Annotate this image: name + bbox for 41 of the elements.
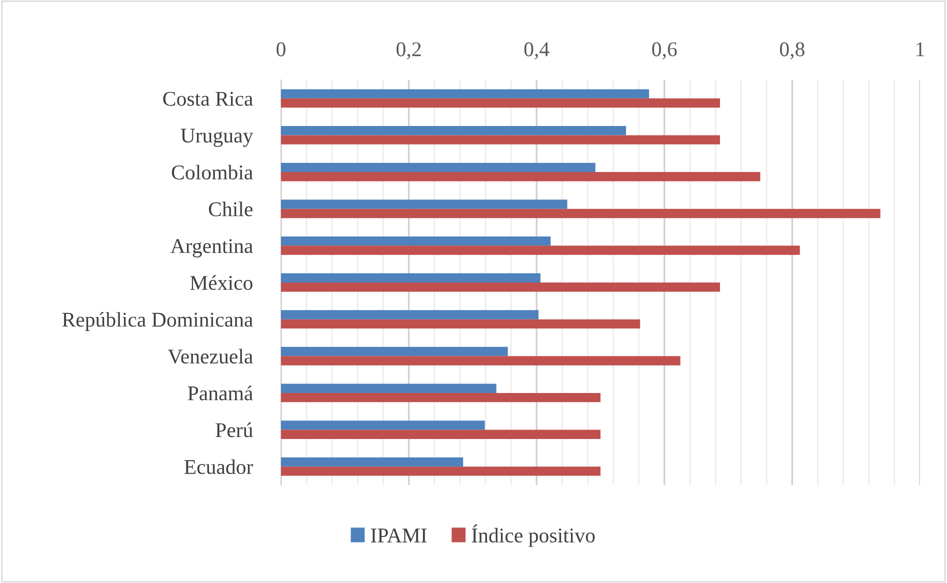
y-tick-label: Argentina bbox=[170, 239, 253, 258]
bar bbox=[281, 172, 760, 182]
bar bbox=[281, 273, 540, 282]
bar bbox=[281, 282, 720, 292]
bar bbox=[281, 356, 680, 366]
bar bbox=[281, 162, 596, 172]
bar bbox=[281, 310, 539, 320]
y-tick-label: México bbox=[190, 275, 252, 290]
legend-label: IPAMI bbox=[370, 528, 427, 542]
bar bbox=[281, 420, 485, 430]
bar bbox=[281, 392, 600, 402]
y-tick-label: República Dominicana bbox=[62, 312, 253, 331]
bar bbox=[281, 208, 880, 218]
bar bbox=[281, 98, 720, 108]
bar bbox=[281, 457, 464, 467]
x-tick-label: 0 bbox=[276, 42, 286, 56]
bar bbox=[281, 135, 720, 144]
x-tick-label: 0,8 bbox=[780, 42, 804, 60]
y-tick-label: Colombia bbox=[172, 164, 253, 180]
bar bbox=[281, 319, 640, 329]
legend-label: Índice positivo bbox=[472, 524, 595, 547]
y-tick-label: Uruguay bbox=[180, 128, 254, 147]
bar bbox=[281, 384, 496, 393]
y-tick-label: Chile bbox=[208, 202, 252, 216]
y-tick-label: Costa Rica bbox=[163, 92, 253, 106]
bar bbox=[281, 466, 600, 476]
y-tick-label: Venezuela bbox=[168, 348, 253, 364]
bar bbox=[281, 236, 551, 246]
bar bbox=[281, 89, 650, 98]
x-tick-label: 1 bbox=[916, 42, 924, 56]
bar bbox=[281, 126, 626, 136]
y-tick-label: Panamá bbox=[188, 386, 253, 400]
x-tick-label: 0,6 bbox=[652, 42, 677, 60]
bar bbox=[281, 430, 600, 439]
bar bbox=[281, 346, 508, 356]
x-tick-label: 0,4 bbox=[524, 42, 550, 60]
y-tick-label: Perú bbox=[216, 422, 253, 438]
x-tick-label: 0,2 bbox=[396, 42, 421, 60]
bar bbox=[281, 200, 568, 209]
y-tick-label: Ecuador bbox=[184, 459, 254, 474]
bar bbox=[281, 246, 800, 255]
